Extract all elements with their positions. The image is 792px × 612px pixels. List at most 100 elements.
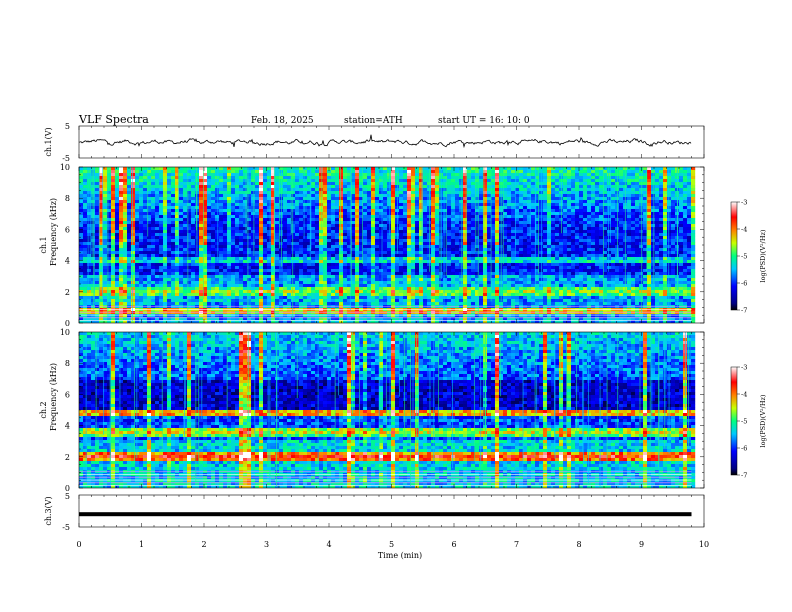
spectrogram-cell: [291, 206, 296, 210]
spectrogram-cell: [655, 233, 660, 237]
spectrogram-cell: [87, 215, 92, 219]
spectrogram-cell: [371, 182, 376, 186]
spectrogram-cell: [179, 182, 184, 186]
spectrogram-cell: [299, 176, 304, 180]
spectrogram-cell: [507, 188, 512, 192]
spectrogram-cell: [231, 221, 236, 225]
spectrogram-cell: [691, 248, 696, 252]
spectrogram-cell: [283, 251, 288, 255]
spectrogram-cell: [483, 170, 488, 174]
spectrogram-cell: [487, 257, 492, 261]
spectrogram-cell: [531, 236, 536, 240]
spectrogram-cell: [183, 185, 188, 189]
spectrogram-cell: [103, 242, 108, 246]
spectrogram-cell: [591, 191, 596, 195]
spectrogram-cell: [427, 236, 432, 240]
spectrogram-cell: [123, 206, 128, 210]
spectrogram-cell: [407, 212, 412, 216]
spectrogram-cell: [607, 215, 612, 219]
spectrogram-cell: [635, 251, 640, 255]
spectrogram-cell: [631, 218, 636, 222]
spectrogram-cell: [147, 203, 152, 207]
spectrogram-cell: [503, 194, 508, 198]
spectrogram-cell: [583, 251, 588, 255]
spectrogram-cell: [663, 233, 668, 237]
spectrogram-cell: [683, 230, 688, 234]
spectrogram-cell: [131, 206, 136, 210]
spectrogram-cell: [83, 233, 88, 237]
spectrogram-cell: [587, 227, 592, 231]
spectrogram-cell: [259, 173, 264, 177]
spectrogram-cell: [551, 194, 556, 198]
spectrogram-cell: [559, 245, 564, 249]
spectrogram-cell: [167, 254, 172, 258]
spectrogram-cell: [139, 254, 144, 258]
spectrogram-cell: [627, 245, 632, 249]
spectrogram-cell: [311, 218, 316, 222]
spectrogram-cell: [247, 188, 252, 192]
spectrogram-cell: [407, 167, 412, 171]
spectrogram-cell: [315, 251, 320, 255]
spectrogram-cell: [439, 167, 444, 171]
spectrogram-cell: [427, 218, 432, 222]
spectrogram-cell: [119, 182, 124, 186]
spectrogram-cell: [671, 188, 676, 192]
spectrogram-cell: [511, 248, 516, 252]
spectrogram-cell: [471, 206, 476, 210]
spectrogram-cell: [299, 248, 304, 252]
spectrogram-cell: [119, 194, 124, 198]
spectrogram-cell: [567, 167, 572, 171]
spectrogram-cell: [391, 236, 396, 240]
spectrogram-cell: [347, 230, 352, 234]
spectrogram-cell: [219, 197, 224, 201]
spectrogram-cell: [159, 221, 164, 225]
spectrogram-cell: [463, 251, 468, 255]
spectrogram-cell: [347, 224, 352, 228]
spectrogram-cell: [419, 170, 424, 174]
spectrogram-cell: [331, 248, 336, 252]
spectrogram-cell: [427, 203, 432, 207]
spectrogram-cell: [487, 233, 492, 237]
spectrogram-cell: [223, 224, 228, 228]
spectrogram-cell: [199, 233, 204, 237]
spectrogram-cell: [163, 221, 168, 225]
spectrogram-cell: [155, 206, 160, 210]
spectrogram-cell: [203, 257, 208, 261]
spectrogram-cell: [379, 248, 384, 252]
spectrogram-cell: [191, 224, 196, 228]
spectrogram-cell: [319, 182, 324, 186]
spectrogram-cell: [599, 179, 604, 183]
spectrogram-cell: [451, 239, 456, 243]
spectrogram-cell: [215, 248, 220, 252]
spectrogram-cell: [203, 233, 208, 237]
spectrogram-cell: [627, 179, 632, 183]
spectrogram-cell: [427, 245, 432, 249]
spectrogram-cell: [219, 203, 224, 207]
spectrogram-cell: [447, 245, 452, 249]
spectrogram-cell: [575, 245, 580, 249]
spectrogram-cell: [483, 233, 488, 237]
spectrogram-cell: [503, 254, 508, 258]
spectrogram-cell: [439, 191, 444, 195]
spectrogram-cell: [127, 188, 132, 192]
spectrogram-cell: [535, 221, 540, 225]
spectrogram-cell: [555, 200, 560, 204]
spectrogram-cell: [243, 170, 248, 174]
spectrogram-cell: [467, 185, 472, 189]
spectrogram-cell: [95, 236, 100, 240]
spectrogram-cell: [679, 227, 684, 231]
spectrogram-cell: [659, 254, 664, 258]
spectrogram-cell: [163, 194, 168, 198]
spectrogram-cell: [263, 206, 268, 210]
spectrogram-cell: [215, 212, 220, 216]
spectrogram-cell: [211, 176, 216, 180]
spectrogram-cell: [347, 248, 352, 252]
spectrogram-cell: [483, 236, 488, 240]
spectrogram-cell: [83, 236, 88, 240]
spectrogram-cell: [99, 215, 104, 219]
spectrogram-cell: [363, 215, 368, 219]
spectrogram-cell: [243, 218, 248, 222]
spectrogram-cell: [227, 200, 232, 204]
spectrogram-cell: [419, 221, 424, 225]
spectrogram-cell: [563, 212, 568, 216]
